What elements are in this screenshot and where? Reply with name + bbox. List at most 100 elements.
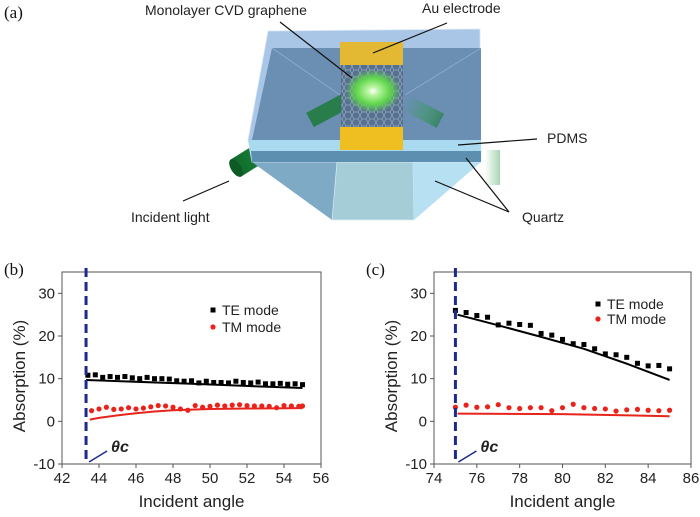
y-tick-label: 20 [38,328,55,345]
data-point-te [538,330,544,336]
y-tick-label: 30 [410,285,427,302]
x-tick-label: 50 [202,470,219,487]
data-point-te [527,322,533,328]
data-point-te [137,376,143,382]
data-point-tm [634,406,641,412]
data-point-te [189,378,194,384]
data-point-tm [517,405,523,412]
data-point-tm [118,406,124,412]
x-axis-label: Incident angle [139,492,245,511]
data-point-tm [222,403,228,409]
data-point-tm [126,405,132,411]
x-tick-label: 54 [276,470,293,487]
data-point-tm [484,404,491,410]
x-tick-label: 52 [239,470,256,487]
chart-b: 42 44 46 48 50 52 54 56 -10 0 10 20 30 Incident angle… [10,268,329,511]
legend-marker-te [210,307,216,313]
data-point-te [240,380,246,386]
data-point-te [570,341,576,347]
data-point-te [613,352,619,358]
y-tick-label: 30 [38,285,55,302]
legend-label: TM mode [222,319,281,335]
data-point-te [263,381,268,387]
beam-out [485,150,500,185]
data-point-te [292,381,298,387]
data-point-tm [140,405,146,411]
y-tick-label: 10 [410,371,427,388]
data-point-te [85,372,91,378]
data-point-tm [645,407,651,413]
data-point-te [517,321,523,327]
x-axis-label: Incident angle [510,492,616,511]
au-electrode-bottom [340,127,403,150]
data-point-te [667,366,673,372]
data-point-te [549,332,555,338]
quartz-prism-left [252,162,337,220]
data-point-tm [266,403,272,409]
data-point-te [495,322,501,328]
data-point-tm [148,404,154,410]
data-point-te [560,336,565,342]
data-point-te [277,380,283,386]
legend-label: TM mode [607,311,666,327]
data-point-tm [192,402,198,409]
data-point-tm [207,403,213,409]
data-point-tm [624,407,630,413]
data-point-tm [96,406,102,412]
data-point-te [174,378,180,384]
data-point-tm [163,403,169,409]
y-tick-label: 0 [47,413,55,430]
data-point-te [203,378,209,384]
data-point-tm [214,402,220,408]
data-point-tm [592,405,598,412]
x-tick-label: 86 [683,470,700,487]
label-quartz: Quartz [522,209,564,225]
data-point-te [270,381,276,387]
data-point-tm [474,404,480,410]
data-point-tm [177,406,183,412]
data-point-tm [527,405,533,411]
data-point-te [656,362,662,368]
data-point-te [248,380,254,386]
light-spot [345,69,401,113]
panel-label-b: (b) [4,260,24,279]
data-point-te [166,376,172,382]
x-tick-label: 84 [640,470,657,487]
data-point-te [634,360,640,366]
x-tick-label: 42 [54,470,71,487]
label-au-electrode: Au electrode [422,0,501,16]
data-point-te [592,346,598,352]
legend-marker-tm [210,324,216,330]
data-point-tm [89,408,95,414]
data-point-tm [259,403,265,409]
quartz-prism-right [413,162,481,220]
data-point-tm [613,408,619,414]
data-point-te [624,354,630,360]
data-point-tm [495,402,501,408]
data-point-te [152,376,157,382]
data-point-tm [656,408,662,414]
data-point-te [581,342,587,348]
data-point-te [100,374,106,380]
x-tick-label: 44 [91,470,108,487]
callout-lines [182,21,538,213]
data-point-tm [538,405,544,411]
x-tick-label: 80 [554,470,571,487]
y-tick-label: 0 [419,413,427,430]
data-point-tm [570,401,576,407]
critical-angle-pointer [88,450,108,463]
data-point-te [645,363,651,369]
data-point-te [285,381,291,387]
data-point-tm [237,402,243,408]
data-point-te [463,310,469,316]
panel-label-a: (a) [4,3,23,22]
data-point-tm [463,402,469,408]
data-point-te [211,380,217,386]
data-point-te [181,378,187,384]
data-point-tm [251,403,257,409]
data-point-tm [581,405,587,411]
label-incident-light: Incident light [131,209,210,225]
x-tick-label: 76 [468,470,485,487]
data-point-te [485,314,491,320]
